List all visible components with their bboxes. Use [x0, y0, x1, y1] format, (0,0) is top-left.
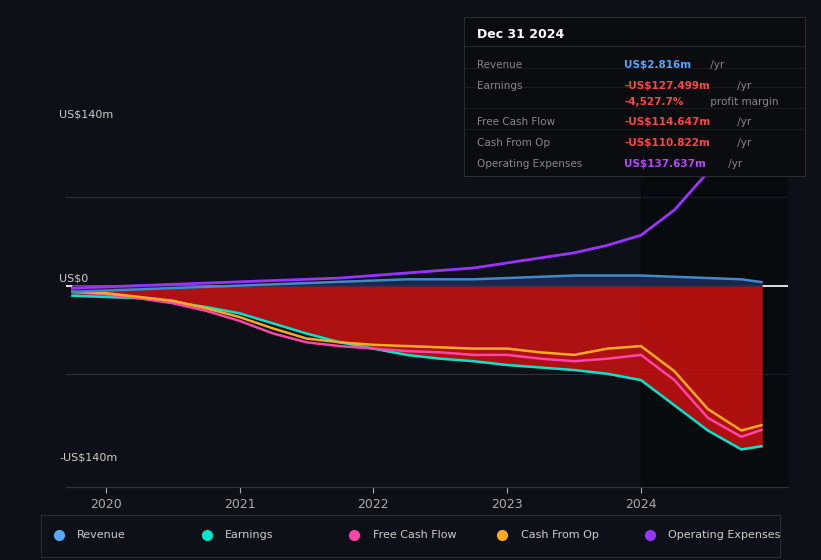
Text: Earnings: Earnings	[225, 530, 273, 540]
Text: US$2.816m: US$2.816m	[624, 60, 691, 70]
Text: Revenue: Revenue	[77, 530, 126, 540]
Text: /yr: /yr	[735, 81, 752, 91]
Text: US$137.637m: US$137.637m	[624, 159, 706, 169]
Text: Cash From Op: Cash From Op	[521, 530, 599, 540]
Text: Earnings: Earnings	[478, 81, 523, 91]
Text: /yr: /yr	[725, 159, 742, 169]
Text: Free Cash Flow: Free Cash Flow	[478, 118, 556, 127]
Text: -US$110.822m: -US$110.822m	[624, 138, 710, 148]
Text: /yr: /yr	[735, 138, 752, 148]
Text: US$0: US$0	[59, 273, 88, 283]
Text: Dec 31 2024: Dec 31 2024	[478, 28, 565, 41]
Text: -4,527.7%: -4,527.7%	[624, 97, 683, 106]
Text: /yr: /yr	[735, 118, 752, 127]
Text: /yr: /yr	[707, 60, 724, 70]
Text: Operating Expenses: Operating Expenses	[478, 159, 583, 169]
Bar	[641, 84, 788, 487]
Text: Cash From Op: Cash From Op	[478, 138, 551, 148]
Text: US$140m: US$140m	[59, 109, 113, 119]
Text: profit margin: profit margin	[707, 97, 778, 106]
Text: Revenue: Revenue	[478, 60, 523, 70]
Text: -US$140m: -US$140m	[59, 452, 117, 462]
Text: -US$127.499m: -US$127.499m	[624, 81, 710, 91]
Text: Operating Expenses: Operating Expenses	[668, 530, 781, 540]
Text: -US$114.647m: -US$114.647m	[624, 118, 710, 127]
Text: Free Cash Flow: Free Cash Flow	[373, 530, 456, 540]
